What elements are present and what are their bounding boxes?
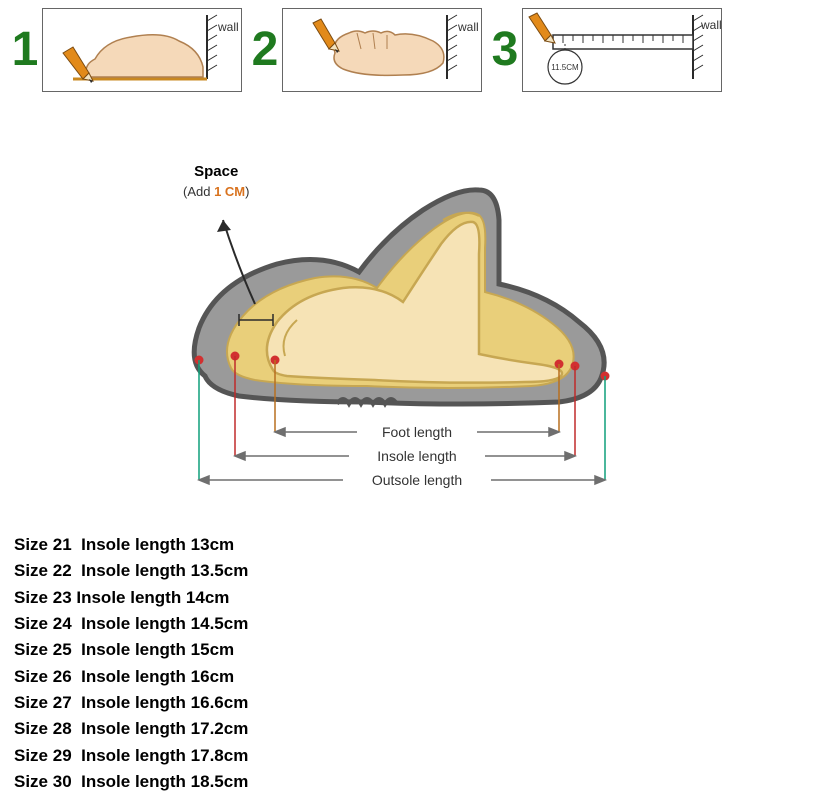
ruler-value: 11.5CM	[551, 63, 579, 72]
pencil-icon	[313, 19, 339, 53]
space-title: Space	[194, 163, 238, 180]
step-3: 3 wall	[490, 8, 722, 92]
size-row: Size 21 Insole length 13cm	[14, 532, 800, 558]
size-row: Size 26 Insole length 16cm	[14, 664, 800, 690]
wall-label: wall	[457, 20, 479, 34]
step-number: 2	[250, 26, 280, 74]
outsole-length-label: Outsole length	[372, 472, 462, 488]
step-box: wall	[282, 8, 482, 92]
step-number: 3	[490, 26, 520, 74]
step-2-illustration: wall	[283, 9, 483, 93]
size-chart: Size 21 Insole length 13cmSize 22 Insole…	[0, 522, 814, 805]
step-1: 1 wall	[10, 8, 242, 92]
pencil-icon	[529, 13, 555, 43]
step-2: 2 wall	[250, 8, 482, 92]
step-number: 1	[10, 26, 40, 74]
size-row: Size 28 Insole length 17.2cm	[14, 716, 800, 742]
step-1-illustration: wall	[43, 9, 243, 93]
shoe-diagram-section: Space (Add 1 CM)	[0, 96, 814, 522]
size-row: Size 24 Insole length 14.5cm	[14, 611, 800, 637]
space-subtitle: (Add 1 CM)	[183, 184, 249, 199]
space-label: Space (Add 1 CM)	[183, 162, 249, 201]
foot-top-icon	[334, 31, 444, 75]
size-row: Size 22 Insole length 13.5cm	[14, 558, 800, 584]
foot-length-label: Foot length	[382, 424, 452, 440]
insole-length-label: Insole length	[377, 448, 456, 464]
step-box: wall	[42, 8, 242, 92]
size-row: Size 30 Insole length 18.5cm	[14, 769, 800, 795]
step-3-illustration: wall 11.5CM	[523, 9, 723, 93]
shoe-diagram: Space (Add 1 CM)	[127, 124, 687, 504]
step-box: wall 11.5CM	[522, 8, 722, 92]
size-row: Size 29 Insole length 17.8cm	[14, 743, 800, 769]
size-row: Size 27 Insole length 16.6cm	[14, 690, 800, 716]
size-row: Size 23 Insole length 14cm	[14, 585, 800, 611]
measurement-steps-row: 1 wall	[0, 0, 814, 96]
wall-label: wall	[700, 18, 722, 32]
foot-side-icon	[86, 35, 203, 77]
size-row: Size 25 Insole length 15cm	[14, 637, 800, 663]
wall-label: wall	[217, 20, 239, 34]
